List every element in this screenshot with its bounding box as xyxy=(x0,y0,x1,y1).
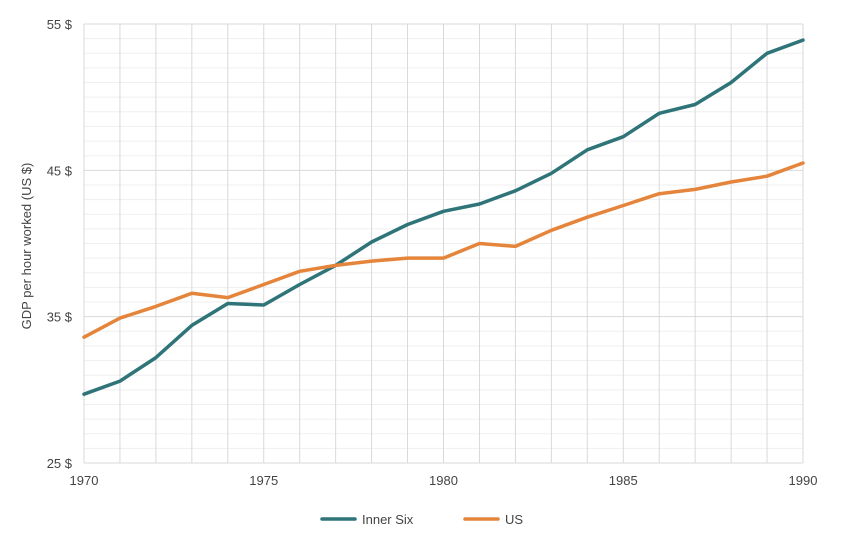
data-point-us xyxy=(406,257,409,260)
data-point-us xyxy=(298,270,301,273)
data-point-us xyxy=(514,245,517,248)
data-point-us xyxy=(586,216,589,219)
x-tick-label: 1990 xyxy=(789,473,818,488)
x-axis-tick-labels: 1970 1975 1980 1985 1990 xyxy=(70,473,818,488)
data-point-us xyxy=(802,162,805,165)
major-gridlines xyxy=(83,23,804,464)
y-axis-tick-labels: 25 $ 35 $ 45 $ 55 $ xyxy=(47,17,73,471)
x-tick-label: 1970 xyxy=(70,473,99,488)
data-point-us xyxy=(478,242,481,245)
data-point-us xyxy=(226,296,229,299)
data-point-inner-six xyxy=(478,202,481,205)
data-point-inner-six xyxy=(83,393,86,396)
legend-label-inner-six: Inner Six xyxy=(362,512,414,527)
data-point-inner-six xyxy=(694,103,697,106)
y-axis-title: GDP per hour worked (US $) xyxy=(19,163,34,330)
data-point-us xyxy=(370,260,373,263)
data-point-us xyxy=(334,264,337,267)
data-point-inner-six xyxy=(298,283,301,286)
data-point-inner-six xyxy=(442,210,445,213)
data-point-inner-six xyxy=(226,302,229,305)
data-point-inner-six xyxy=(190,324,193,327)
data-point-inner-six xyxy=(550,172,553,175)
data-point-inner-six xyxy=(802,39,805,42)
data-point-us xyxy=(730,181,733,184)
data-point-inner-six xyxy=(766,52,769,55)
y-tick-label: 35 $ xyxy=(47,310,73,325)
data-point-inner-six xyxy=(658,112,661,115)
data-point-inner-six xyxy=(118,380,121,383)
y-tick-label: 55 $ xyxy=(47,17,73,32)
data-point-inner-six xyxy=(154,356,157,359)
series-line-us xyxy=(82,161,805,339)
y-tick-label: 45 $ xyxy=(47,163,73,178)
x-tick-label: 1975 xyxy=(249,473,278,488)
y-tick-label: 25 $ xyxy=(47,456,73,471)
legend: Inner Six US xyxy=(320,512,523,527)
data-point-us xyxy=(190,292,193,295)
data-point-us xyxy=(766,175,769,178)
data-point-us xyxy=(154,305,157,308)
data-point-inner-six xyxy=(370,241,373,244)
data-point-us xyxy=(118,317,121,320)
data-point-us xyxy=(262,283,265,286)
data-point-us xyxy=(694,188,697,191)
series-lines xyxy=(82,38,805,396)
x-tick-label: 1985 xyxy=(609,473,638,488)
x-tick-label: 1980 xyxy=(429,473,458,488)
data-point-us xyxy=(622,204,625,207)
data-point-inner-six xyxy=(586,148,589,151)
data-point-us xyxy=(83,336,86,339)
data-point-inner-six xyxy=(406,223,409,226)
legend-label-us: US xyxy=(505,512,523,527)
data-point-us xyxy=(550,229,553,232)
data-point-inner-six xyxy=(730,81,733,84)
data-point-inner-six xyxy=(262,303,265,306)
data-point-inner-six xyxy=(514,189,517,192)
series-line-inner-six xyxy=(82,38,805,396)
data-point-us xyxy=(442,257,445,260)
data-point-inner-six xyxy=(622,135,625,138)
data-point-us xyxy=(658,192,661,195)
